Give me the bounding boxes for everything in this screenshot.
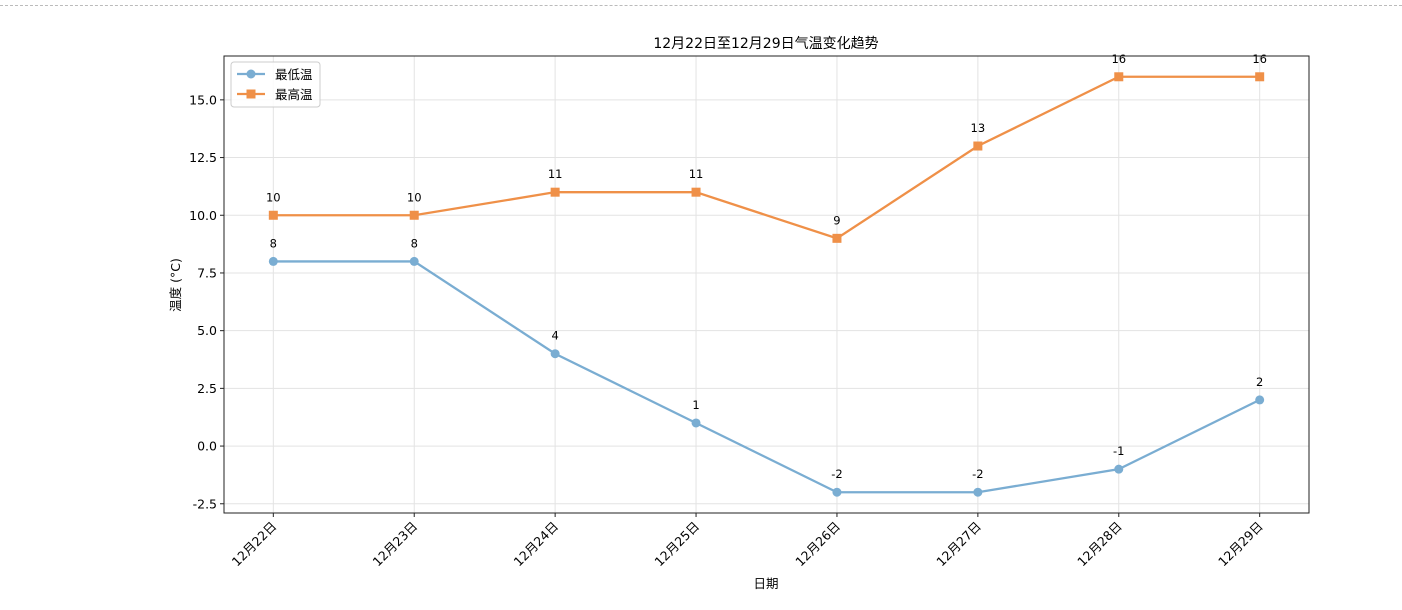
y-axis-label: 温度 (°C) bbox=[168, 258, 183, 312]
data-point bbox=[1114, 464, 1124, 474]
data-point bbox=[691, 187, 701, 197]
x-axis-label: 日期 bbox=[753, 576, 778, 591]
data-point bbox=[1255, 72, 1265, 82]
series-1: 8 8 4 1 -2 -2 -1 2 bbox=[268, 236, 1265, 497]
plot-frame bbox=[223, 55, 1310, 514]
y-tick-label: -2.5 bbox=[193, 496, 217, 511]
data-label: 10 bbox=[266, 190, 281, 204]
data-label: -2 bbox=[831, 467, 842, 481]
data-label: 1 bbox=[692, 398, 699, 412]
data-label: 8 bbox=[270, 236, 277, 250]
y-tick-label: 12.5 bbox=[189, 150, 217, 165]
data-label: 8 bbox=[411, 236, 418, 250]
data-point bbox=[973, 487, 983, 497]
top-dashed-divider bbox=[0, 5, 1402, 6]
data-label: 11 bbox=[548, 167, 563, 181]
data-point bbox=[409, 256, 419, 266]
x-tick-label: 12月29日 bbox=[1215, 519, 1266, 570]
series-2: 10 10 11 11 9 13 16 16 bbox=[266, 52, 1267, 243]
y-tick-label: 15.0 bbox=[189, 92, 217, 107]
x-tick-label: 12月23日 bbox=[370, 519, 421, 570]
legend-marker bbox=[246, 69, 256, 79]
data-point bbox=[832, 233, 842, 243]
data-label: 16 bbox=[1252, 52, 1267, 66]
x-tick-label: 12月25日 bbox=[651, 519, 702, 570]
data-point bbox=[691, 418, 701, 428]
data-point bbox=[409, 210, 419, 220]
y-tick-label: 5.0 bbox=[197, 323, 217, 338]
data-label: 13 bbox=[971, 121, 986, 135]
y-tick-label: 0.0 bbox=[197, 439, 217, 454]
data-label: -2 bbox=[972, 467, 983, 481]
series-line bbox=[273, 75, 1260, 240]
data-label: -1 bbox=[1113, 444, 1124, 458]
data-label: 2 bbox=[1256, 375, 1263, 389]
data-label: 9 bbox=[833, 213, 840, 227]
data-label: 16 bbox=[1111, 52, 1126, 66]
x-tick-label: 12月24日 bbox=[510, 519, 561, 570]
y-tick-label: 10.0 bbox=[189, 208, 217, 223]
legend-label: 最低温 bbox=[275, 67, 313, 82]
data-label: 11 bbox=[689, 167, 704, 181]
data-point bbox=[832, 487, 842, 497]
legend-label: 最高温 bbox=[275, 87, 313, 102]
data-point bbox=[1114, 72, 1124, 82]
y-tick-label: 2.5 bbox=[197, 381, 217, 396]
x-tick-label: 12月28日 bbox=[1074, 519, 1125, 570]
data-point bbox=[550, 349, 560, 359]
series-line bbox=[273, 260, 1261, 494]
chart-title: 12月22日至12月29日气温变化趋势 bbox=[653, 36, 878, 52]
data-point bbox=[550, 187, 560, 197]
data-point bbox=[1255, 395, 1265, 405]
data-label: 4 bbox=[551, 329, 558, 343]
x-tick-label: 12月22日 bbox=[229, 519, 280, 570]
x-tick-label: 12月27日 bbox=[933, 519, 984, 570]
data-label: 10 bbox=[407, 190, 422, 204]
x-tick-label: 12月26日 bbox=[792, 519, 843, 570]
legend-marker bbox=[246, 89, 256, 99]
data-point bbox=[973, 141, 983, 151]
data-point bbox=[268, 256, 278, 266]
y-tick-label: 7.5 bbox=[197, 265, 217, 280]
data-point bbox=[268, 210, 278, 220]
